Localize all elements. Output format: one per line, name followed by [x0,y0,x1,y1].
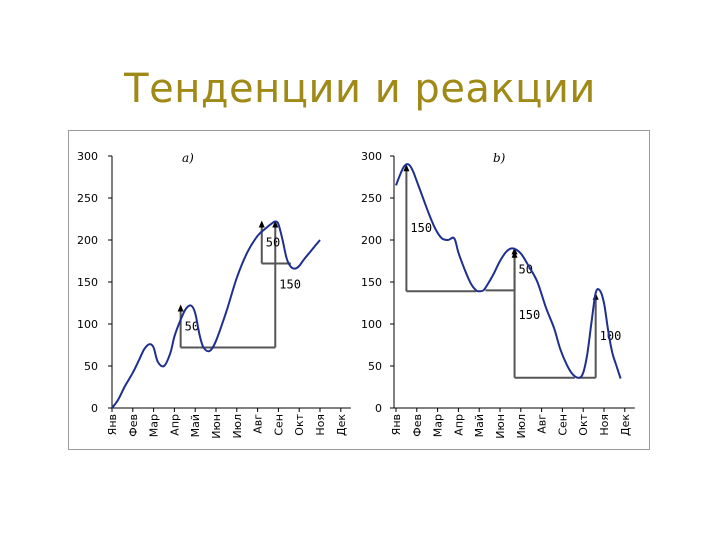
x-tick-label: Окт [293,413,306,435]
annotation-label: 150 [279,278,301,292]
panel-label: b) [493,151,506,165]
x-tick-label: Май [473,414,486,437]
y-tick-label: 100 [77,318,98,331]
annotation-label: 50 [185,320,199,334]
series-line [111,220,321,409]
annotation-label: 50 [266,236,280,250]
x-tick-label: Ноя [598,414,611,436]
annotation-arrowhead [272,220,279,228]
x-tick-label: Янв [106,414,119,435]
y-tick-label: 0 [91,402,98,415]
slide-title: Тенденции и реакции [124,66,596,112]
x-tick-label: Янв [390,414,403,435]
x-tick-label: Авг [252,414,265,434]
x-tick-label: Сен [272,414,285,436]
x-tick-label: Ноя [314,414,327,436]
x-tick-label: Дек [619,414,632,436]
y-tick-label: 250 [77,192,98,205]
y-tick-label: 250 [361,192,382,205]
x-tick-label: Сен [556,414,569,436]
x-tick-label: Апр [452,414,465,436]
annotation-arrowhead [177,304,184,312]
annotation-label: 100 [600,329,622,343]
y-tick-label: 150 [77,276,98,289]
x-tick-label: Фев [411,414,424,437]
annotation-arrowhead [258,220,265,228]
x-tick-label: Окт [577,413,590,435]
x-tick-label: Май [189,414,202,437]
x-tick-label: Дек [335,414,348,436]
panel-label: a) [182,151,194,165]
annotation-arrowhead [511,250,518,258]
y-tick-label: 300 [361,150,382,163]
annotation-label: 150 [410,221,432,235]
x-tick-label: Июл [231,414,244,439]
x-tick-label: Мар [432,414,445,437]
series-line [395,163,622,379]
y-tick-label: 50 [368,360,382,373]
y-tick-label: 200 [361,234,382,247]
y-tick-label: 150 [361,276,382,289]
chart-frame [68,130,650,450]
x-tick-label: Фев [127,414,140,437]
annotation-label: 150 [519,308,541,322]
x-tick-label: Апр [168,414,181,436]
y-tick-label: 300 [77,150,98,163]
x-tick-label: Июл [515,414,528,439]
y-tick-label: 50 [84,360,98,373]
x-tick-label: Июн [210,414,223,439]
annotation-arrowhead [403,164,410,172]
x-tick-label: Мар [148,414,161,437]
x-tick-label: Июн [494,414,507,439]
x-tick-label: Авг [536,414,549,434]
y-tick-label: 0 [375,402,382,415]
y-tick-label: 100 [361,318,382,331]
y-tick-label: 200 [77,234,98,247]
